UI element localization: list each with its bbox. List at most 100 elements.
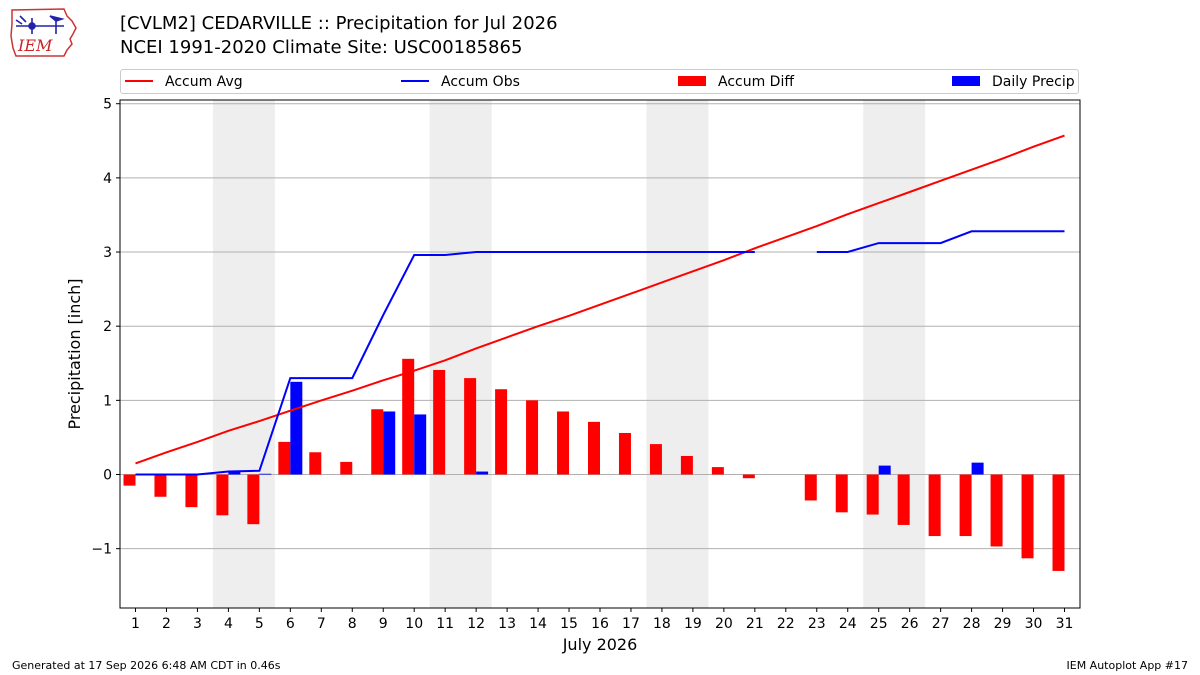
x-tick-label-26: 26 <box>901 616 919 632</box>
accum-diff-bar-15 <box>557 411 570 475</box>
footer-app: IEM Autoplot App #17 <box>1066 659 1189 672</box>
legend-label-accum-diff: Accum Diff <box>718 74 795 90</box>
daily-precip-bar-5 <box>259 473 272 475</box>
y-tick-label-3: 3 <box>103 245 112 261</box>
legend-swatch-accum-diff <box>678 76 706 86</box>
weekend-band-3 <box>646 100 709 608</box>
x-tick-label-14: 14 <box>529 616 547 632</box>
accum-diff-bar-10 <box>402 358 415 475</box>
x-tick-label-23: 23 <box>808 616 826 632</box>
legend-swatch-accum-obs <box>401 80 429 82</box>
x-tick-label-12: 12 <box>467 616 485 632</box>
x-tick-label-19: 19 <box>684 616 702 632</box>
accum-diff-bar-26 <box>897 474 910 525</box>
legend-item-daily-precip: Daily Precip <box>952 73 1075 91</box>
x-tick-label-29: 29 <box>994 616 1012 632</box>
legend-label-accum-obs: Accum Obs <box>441 74 520 90</box>
accum-obs-line-segment-1 <box>135 251 755 476</box>
accum-diff-bar-14 <box>526 400 539 475</box>
weekend-band-1 <box>212 100 275 608</box>
accum-diff-bar-17 <box>618 432 631 475</box>
y-tick-label-1: 1 <box>103 393 112 409</box>
x-tick-label-7: 7 <box>317 616 326 632</box>
daily-precip-bar-4 <box>228 471 241 475</box>
daily-precip-bar-28 <box>971 462 984 475</box>
x-tick-label-15: 15 <box>560 616 578 632</box>
accum-diff-bar-7 <box>309 452 322 475</box>
accum-diff-bar-16 <box>588 421 600 475</box>
accum-obs-line-segment-2 <box>816 230 1065 253</box>
footer-generated: Generated at 17 Sep 2026 6:48 AM CDT in … <box>12 659 281 672</box>
x-tick-label-6: 6 <box>286 616 295 632</box>
x-tick-label-8: 8 <box>348 616 357 632</box>
accum-diff-bar-24 <box>835 474 848 513</box>
x-tick-label-9: 9 <box>379 616 388 632</box>
accum-diff-bar-23 <box>804 474 817 501</box>
legend-label-daily-precip: Daily Precip <box>992 74 1075 90</box>
accum-diff-bar-5 <box>247 474 260 525</box>
accum-diff-bar-29 <box>990 474 1003 547</box>
x-tick-label-27: 27 <box>932 616 950 632</box>
x-tick-label-20: 20 <box>715 616 733 632</box>
x-tick-label-4: 4 <box>224 616 233 632</box>
daily-precip-bar-25 <box>878 465 891 475</box>
legend: Accum Avg Accum Obs Accum Diff Daily Pre… <box>120 69 1079 94</box>
legend-item-accum-avg: Accum Avg <box>125 73 243 91</box>
x-tick-label-31: 31 <box>1056 616 1074 632</box>
accum-diff-bar-3 <box>185 474 198 508</box>
y-tick-label-0: 0 <box>103 468 112 484</box>
accum-diff-bar-12 <box>464 378 477 475</box>
weather-station-icon <box>15 15 65 34</box>
x-tick-label-18: 18 <box>653 616 671 632</box>
x-tick-label-17: 17 <box>622 616 640 632</box>
x-tick-label-22: 22 <box>777 616 795 632</box>
y-tick-label-5: 5 <box>103 97 112 113</box>
chart-title: [CVLM2] CEDARVILLE :: Precipitation for … <box>120 13 558 34</box>
legend-swatch-accum-avg <box>125 80 153 82</box>
accum-diff-bar-6 <box>278 441 291 475</box>
x-tick-label-2: 2 <box>162 616 171 632</box>
x-tick-label-10: 10 <box>405 616 423 632</box>
y-tick-label--1: −1 <box>91 542 112 558</box>
accum-diff-bar-28 <box>959 474 972 537</box>
accum-diff-bar-11 <box>433 369 446 475</box>
accum-diff-bar-2 <box>154 474 167 497</box>
y-tick-label-2: 2 <box>103 319 112 335</box>
accum-diff-bar-8 <box>340 461 353 475</box>
x-tick-label-21: 21 <box>746 616 764 632</box>
x-tick-label-16: 16 <box>591 616 609 632</box>
accum-diff-bar-13 <box>495 389 508 475</box>
accum-diff-bar-18 <box>649 444 662 475</box>
chart-subtitle: NCEI 1991-2020 Climate Site: USC00185865 <box>120 37 523 58</box>
legend-item-accum-diff: Accum Diff <box>678 73 794 91</box>
legend-item-accum-obs: Accum Obs <box>401 73 520 91</box>
x-tick-label-28: 28 <box>963 616 981 632</box>
weekend-band-4 <box>863 100 926 608</box>
x-tick-label-11: 11 <box>436 616 454 632</box>
y-axis-label: Precipitation [inch] <box>65 278 84 429</box>
x-tick-label-1: 1 <box>131 616 140 632</box>
x-tick-label-30: 30 <box>1025 616 1043 632</box>
legend-swatch-daily-precip <box>952 76 980 86</box>
iowa-state-outline <box>10 8 77 57</box>
accum-diff-bar-30 <box>1021 474 1034 559</box>
accum-avg-line-segment-1 <box>135 134 1065 465</box>
x-tick-label-25: 25 <box>870 616 888 632</box>
daily-precip-bar-12 <box>476 471 489 475</box>
x-axis-label: July 2026 <box>562 635 638 654</box>
accum-diff-bar-4 <box>216 474 229 516</box>
y-tick-label-4: 4 <box>103 171 112 187</box>
daily-precip-bar-10 <box>414 414 427 475</box>
accum-diff-bar-31 <box>1052 474 1065 571</box>
legend-label-accum-avg: Accum Avg <box>165 74 243 90</box>
x-tick-label-3: 3 <box>193 616 202 632</box>
x-tick-label-13: 13 <box>498 616 516 632</box>
accum-diff-bar-25 <box>866 474 879 515</box>
x-tick-label-5: 5 <box>255 616 264 632</box>
accum-diff-bar-19 <box>680 455 693 475</box>
accum-diff-bar-27 <box>928 474 941 537</box>
accum-diff-bar-20 <box>711 467 724 475</box>
x-tick-label-24: 24 <box>839 616 857 632</box>
